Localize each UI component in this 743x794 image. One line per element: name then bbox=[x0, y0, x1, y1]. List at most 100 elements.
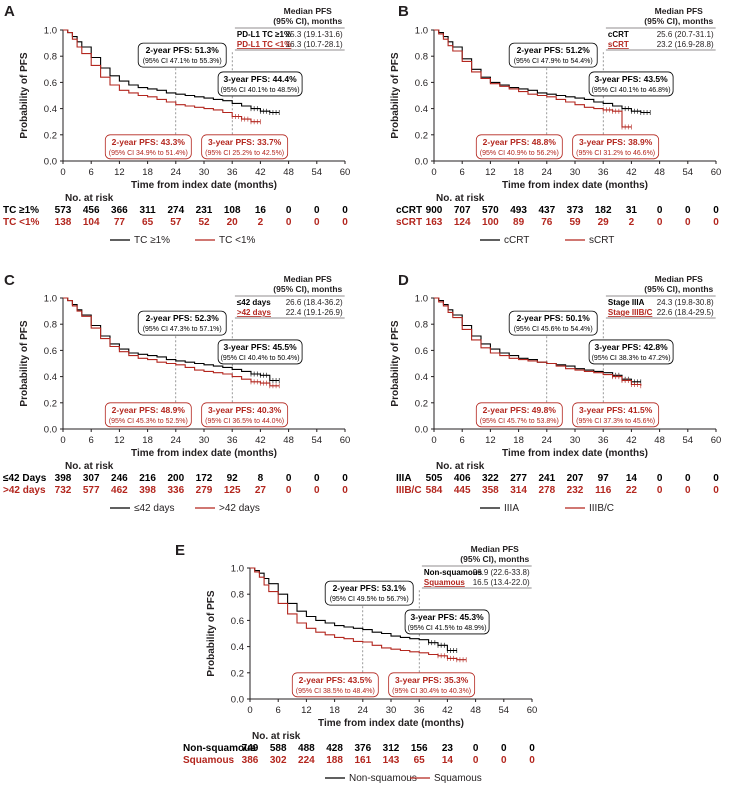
risk-value: 16 bbox=[255, 205, 267, 216]
median-row-label: PD-L1 TC <1% bbox=[237, 40, 291, 49]
annotation-title: 2-year PFS: 51.2% bbox=[517, 45, 591, 55]
x-axis-label: Time from index date (months) bbox=[502, 448, 648, 459]
legend-label-0: ≤42 days bbox=[134, 503, 175, 514]
x-tick-label: 12 bbox=[485, 435, 496, 446]
annotation-box bbox=[201, 134, 289, 160]
median-row-value: 26.9 (22.6-33.8) bbox=[473, 568, 530, 577]
risk-value: 322 bbox=[482, 473, 499, 484]
legend-label-1: TC <1% bbox=[219, 235, 256, 246]
median-row-label: Squamous bbox=[424, 578, 465, 587]
y-axis-label: Probability of PFS bbox=[19, 52, 30, 138]
risk-value: 376 bbox=[354, 743, 371, 754]
risk-value: 0 bbox=[685, 473, 691, 484]
risk-row-label: ≤42 Days bbox=[3, 473, 47, 484]
risk-row-label: IIIA bbox=[396, 473, 412, 484]
risk-value: 577 bbox=[83, 485, 100, 496]
x-tick-label: 48 bbox=[654, 167, 665, 178]
risk-value: 20 bbox=[227, 217, 239, 228]
annotation-ci: (95% CI 38.3% to 47.2%) bbox=[592, 355, 671, 362]
x-tick-label: 60 bbox=[711, 435, 722, 446]
x-axis-label: Time from index date (months) bbox=[131, 448, 277, 459]
annotation-ci: (95% CI 40.4% to 50.4%) bbox=[221, 355, 300, 362]
y-axis-label: Probability of PFS bbox=[206, 590, 217, 676]
annotation-ci: (95% CI 38.5% to 48.4%) bbox=[296, 688, 375, 695]
x-axis-label: Time from index date (months) bbox=[318, 718, 464, 729]
risk-value: 398 bbox=[139, 485, 156, 496]
risk-value: 224 bbox=[298, 755, 315, 766]
risk-value: 386 bbox=[242, 755, 259, 766]
risk-value: 0 bbox=[473, 743, 479, 754]
risk-value: 0 bbox=[286, 485, 292, 496]
median-header-line2: (95% CI), months bbox=[273, 16, 342, 26]
annotation-box bbox=[324, 580, 414, 606]
median-row-value: 16.5 (13.4-22.0) bbox=[473, 578, 530, 587]
risk-value: 278 bbox=[538, 485, 555, 496]
risk-value: 0 bbox=[657, 205, 663, 216]
y-axis-label: Probability of PFS bbox=[390, 52, 401, 138]
y-tick-label: 0.2 bbox=[415, 398, 428, 409]
annotation-ci: (95% CI 45.7% to 53.8%) bbox=[480, 418, 559, 425]
annotation-box bbox=[388, 672, 476, 698]
risk-value: 207 bbox=[567, 473, 584, 484]
risk-value: 172 bbox=[196, 473, 213, 484]
risk-value: 0 bbox=[529, 743, 535, 754]
x-tick-label: 24 bbox=[358, 705, 369, 716]
y-axis-label: Probability of PFS bbox=[390, 320, 401, 406]
risk-value: 182 bbox=[595, 205, 612, 216]
risk-value: 100 bbox=[482, 217, 499, 228]
risk-value: 707 bbox=[454, 205, 471, 216]
annotation-box bbox=[588, 339, 674, 365]
risk-value: 0 bbox=[657, 485, 663, 496]
risk-header: No. at risk bbox=[252, 731, 301, 742]
annotation-title: 2-year PFS: 51.3% bbox=[146, 45, 220, 55]
x-tick-label: 6 bbox=[89, 167, 94, 178]
y-tick-label: 1.0 bbox=[415, 26, 428, 37]
risk-value: 749 bbox=[242, 743, 259, 754]
y-tick-label: 0.4 bbox=[44, 372, 57, 383]
x-tick-label: 36 bbox=[414, 705, 425, 716]
risk-value: 138 bbox=[55, 217, 72, 228]
risk-value: 462 bbox=[111, 485, 128, 496]
x-tick-label: 24 bbox=[542, 167, 553, 178]
risk-value: 31 bbox=[626, 205, 638, 216]
x-tick-label: 6 bbox=[460, 435, 465, 446]
y-tick-label: 0.0 bbox=[44, 425, 57, 436]
risk-value: 65 bbox=[414, 755, 426, 766]
x-tick-label: 12 bbox=[114, 435, 125, 446]
x-tick-label: 12 bbox=[114, 167, 125, 178]
risk-value: 116 bbox=[595, 485, 612, 496]
panel-d: D 0.0 0.2 0.4 0.6 0.8 1.0 0 6 12 18 24 30 36 42 48 54 60 T… bbox=[390, 272, 721, 514]
panel-letter: C bbox=[4, 272, 15, 289]
y-tick-label: 1.0 bbox=[231, 564, 244, 575]
median-row-value: 25.6 (20.7-31.1) bbox=[657, 30, 714, 39]
x-tick-label: 60 bbox=[711, 167, 722, 178]
median-row-label: Non-squamous bbox=[424, 568, 483, 577]
median-row-value: 16.3 (10.7-28.1) bbox=[286, 40, 343, 49]
annotation-box bbox=[508, 310, 598, 336]
legend-label-1: Squamous bbox=[434, 773, 482, 784]
series-line-1 bbox=[63, 297, 280, 387]
x-tick-label: 48 bbox=[283, 435, 294, 446]
median-row-value: 25.3 (19.1-31.6) bbox=[286, 30, 343, 39]
annotation-box bbox=[217, 71, 303, 97]
x-tick-label: 0 bbox=[60, 167, 65, 178]
risk-value: 27 bbox=[255, 485, 267, 496]
risk-row-label: sCRT bbox=[396, 217, 422, 228]
x-tick-label: 54 bbox=[312, 167, 323, 178]
y-tick-label: 0.8 bbox=[231, 590, 244, 601]
annotation-ci: (95% CI 45.3% to 52.5%) bbox=[109, 418, 188, 425]
annotation-ci: (95% CI 45.6% to 54.4%) bbox=[514, 326, 593, 333]
risk-row-label: cCRT bbox=[396, 205, 422, 216]
y-tick-label: 0.0 bbox=[415, 425, 428, 436]
risk-value: 104 bbox=[83, 217, 100, 228]
risk-value: 307 bbox=[83, 473, 100, 484]
risk-value: 584 bbox=[426, 485, 443, 496]
annotation-ci: (95% CI 30.4% to 40.3%) bbox=[392, 688, 471, 695]
x-tick-label: 18 bbox=[329, 705, 340, 716]
x-tick-label: 54 bbox=[312, 435, 323, 446]
risk-value: 0 bbox=[685, 205, 691, 216]
annotation-ci: (95% CI 25.2% to 42.5%) bbox=[205, 150, 284, 157]
risk-value: 246 bbox=[111, 473, 128, 484]
median-header-line2: (95% CI), months bbox=[644, 16, 713, 26]
x-tick-label: 30 bbox=[570, 435, 581, 446]
